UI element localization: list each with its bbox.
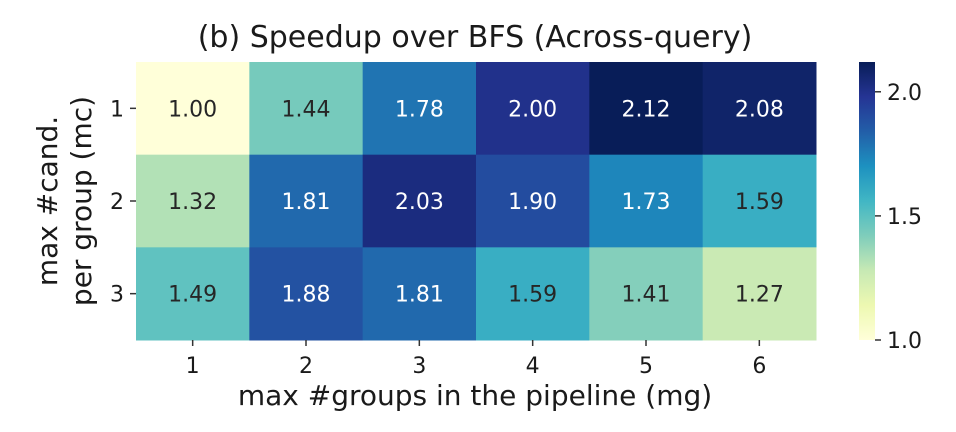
cell-value-label: 1.44	[282, 97, 331, 122]
heatmap-cell	[362, 247, 477, 341]
cell-value-label: 1.59	[735, 190, 784, 215]
heatmap-cell	[249, 62, 364, 156]
cell-value-label: 2.08	[735, 97, 784, 122]
heatmap-cell	[249, 247, 364, 341]
y-tick-label: 2	[110, 190, 124, 215]
cell-value-label: 1.81	[395, 283, 444, 308]
y-axis-label: max #cand. per group (mc)	[31, 96, 98, 306]
cell-value-label: 1.59	[508, 283, 557, 308]
cell-value-label: 2.00	[508, 97, 557, 122]
heatmap-cell	[476, 154, 590, 248]
x-axis-label: max #groups in the pipeline (mg)	[238, 379, 712, 412]
cell-value-label: 1.73	[622, 190, 671, 215]
heatmap-cells: 1.00 1.44 1.78 2.00 2.12 2.08 1.32 1.81 2.03 1.90…	[136, 62, 817, 341]
heatmap-cell	[136, 247, 250, 341]
cell-value-label: 1.27	[735, 283, 784, 308]
y-axis-ticks: 1 2 3	[110, 97, 136, 308]
x-tick-label: 6	[752, 354, 766, 379]
colorbar-gradient	[859, 62, 875, 340]
x-tick-label: 2	[299, 354, 313, 379]
heatmap-cell	[702, 247, 817, 341]
chart-title: (b) Speedup over BFS (Across-query)	[198, 20, 753, 55]
heatmap-cell	[702, 154, 817, 248]
cell-value-label: 1.78	[395, 97, 444, 122]
cell-value-label: 1.81	[282, 190, 331, 215]
colorbar-ticks: 1.0 1.5 2.0	[875, 81, 922, 354]
cell-value-label: 2.12	[622, 97, 671, 122]
cell-value-label: 1.41	[622, 283, 671, 308]
x-tick-label: 1	[186, 354, 200, 379]
cell-value-label: 1.32	[168, 190, 217, 215]
colorbar-tick-label: 1.0	[887, 329, 922, 354]
x-tick-label: 5	[639, 354, 653, 379]
heatmap-cell	[136, 154, 250, 248]
colorbar-tick-label: 2.0	[887, 81, 922, 106]
heatmap-cell	[136, 62, 250, 156]
cell-value-label: 1.49	[168, 283, 217, 308]
heatmap-cell	[476, 62, 590, 156]
colorbar-tick-label: 1.5	[887, 205, 922, 230]
cell-value-label: 1.88	[282, 283, 331, 308]
y-tick-label: 1	[110, 97, 124, 122]
y-tick-label: 3	[110, 283, 124, 308]
heatmap-cell	[362, 154, 477, 248]
heatmap-cell	[589, 247, 704, 341]
x-tick-label: 4	[526, 354, 540, 379]
heatmap-cell	[249, 154, 364, 248]
heatmap-cell	[589, 154, 704, 248]
cell-value-label: 2.03	[395, 190, 444, 215]
heatmap-cell	[362, 62, 477, 156]
colorbar: 1.0 1.5 2.0	[859, 62, 922, 354]
y-axis-label-line-2: per group (mc)	[65, 96, 98, 306]
heatmap-cell	[702, 62, 817, 156]
heatmap-cell	[476, 247, 590, 341]
cell-value-label: 1.90	[508, 190, 557, 215]
y-axis-label-line-1: max #cand.	[31, 116, 64, 286]
heatmap-cell	[589, 62, 704, 156]
x-axis-ticks: 1 2 3 4 5 6	[186, 340, 766, 379]
cell-value-label: 1.00	[168, 97, 217, 122]
x-tick-label: 3	[412, 354, 426, 379]
